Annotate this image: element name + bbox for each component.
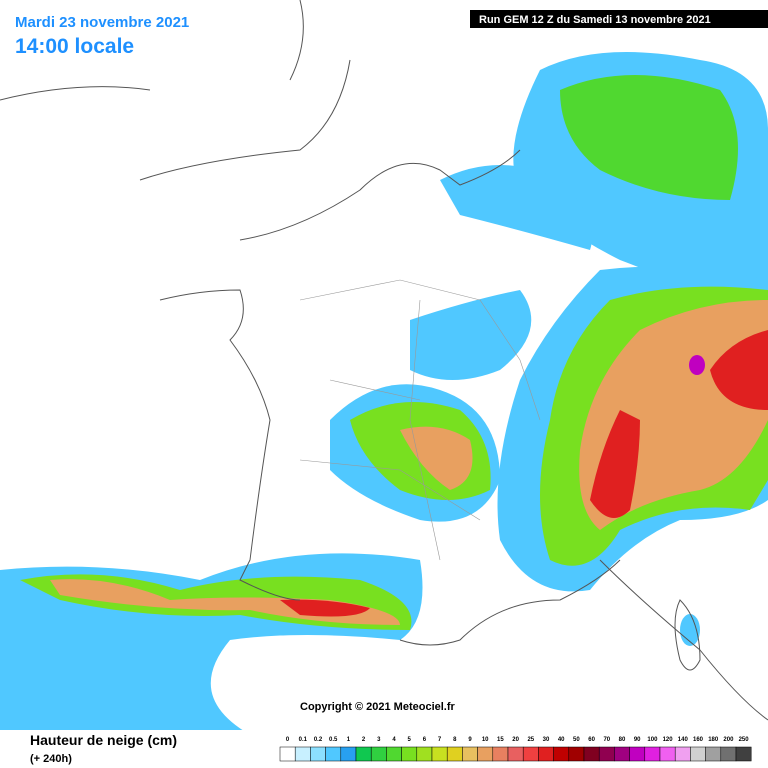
- legend-swatch: [386, 746, 402, 762]
- legend-label: 15: [497, 737, 504, 743]
- legend-label: 5: [408, 737, 412, 743]
- legend-label: 0.5: [329, 737, 338, 743]
- legend-label: 4: [392, 737, 396, 743]
- legend-subtitle: (+ 240h): [30, 753, 72, 765]
- legend-swatch: [446, 746, 463, 762]
- legend-swatch: [598, 746, 615, 762]
- legend-label: 140: [678, 737, 689, 743]
- legend-label: 7: [438, 737, 442, 743]
- legend-swatch: [644, 746, 661, 762]
- legend-swatch: [583, 746, 600, 762]
- legend-label: 70: [603, 737, 610, 743]
- legend-label: 0.2: [314, 737, 323, 743]
- forecast-time: 14:00 locale: [15, 35, 134, 58]
- legend-label: 200: [723, 737, 734, 743]
- snow-areas: [0, 52, 768, 740]
- legend-scale: 0 0.1 0.2 0.5 1 2 3 4 5 6 7 8 9 10 15 20 25 30 40 50 60 70 80 9…: [279, 737, 752, 762]
- legend-label: 120: [663, 737, 674, 743]
- legend-label: 60: [588, 737, 595, 743]
- legend-swatch: [416, 746, 433, 762]
- legend-swatch: [355, 746, 372, 762]
- legend-label: 10: [482, 737, 489, 743]
- legend-swatch: [279, 746, 296, 762]
- snow-area: [410, 290, 532, 380]
- snow-area: [560, 75, 738, 200]
- legend-swatch: [735, 746, 752, 762]
- legend-swatch: [477, 746, 494, 762]
- legend-label: 250: [739, 737, 750, 743]
- run-label: Run GEM 12 Z du Samedi 13 novembre 2021: [479, 14, 711, 26]
- legend-swatch: [568, 746, 585, 762]
- legend-label: 0: [286, 737, 290, 743]
- legend-label: 180: [708, 737, 719, 743]
- legend-swatch: [553, 746, 570, 762]
- snow-area: [710, 330, 768, 410]
- legend-swatch: [340, 746, 357, 762]
- legend-swatch: [431, 746, 448, 762]
- copyright: Copyright © 2021 Meteociel.fr: [300, 701, 456, 713]
- legend-label: 1: [347, 737, 351, 743]
- legend-label: 40: [558, 737, 565, 743]
- legend-swatch: [492, 746, 509, 762]
- legend-swatch: [310, 746, 326, 762]
- legend-swatch: [538, 746, 554, 762]
- legend-swatch: [705, 746, 722, 762]
- legend-swatch: [462, 746, 478, 762]
- legend-label: 6: [423, 737, 427, 743]
- legend-swatch: [370, 746, 387, 762]
- legend-swatch: [507, 746, 524, 762]
- legend-label: 2: [362, 737, 366, 743]
- legend-swatch: [401, 746, 418, 762]
- legend-swatch: [690, 746, 706, 762]
- legend-swatch: [629, 746, 646, 762]
- snow-area: [440, 165, 592, 250]
- forecast-date: Mardi 23 novembre 2021: [15, 14, 189, 31]
- legend-swatch: [294, 746, 311, 762]
- legend-swatch: [720, 746, 737, 762]
- legend-swatch: [674, 746, 691, 762]
- legend-swatch: [659, 746, 676, 762]
- legend-label: 9: [468, 737, 472, 743]
- legend-label: 3: [377, 737, 381, 743]
- legend-swatch: [522, 746, 539, 762]
- legend-title: Hauteur de neige (cm): [30, 732, 177, 748]
- snow-area: [590, 410, 640, 518]
- coastlines: [0, 0, 768, 721]
- snow-area: [280, 599, 370, 617]
- legend-label: 80: [619, 737, 626, 743]
- snow-area: [689, 355, 705, 375]
- run-box: [470, 10, 768, 28]
- legend-label: 0.1: [299, 737, 308, 743]
- legend-label: 90: [634, 737, 641, 743]
- snow-area: [400, 426, 473, 490]
- legend-label: 8: [453, 737, 457, 743]
- legend-label: 25: [527, 737, 534, 743]
- legend-swatch: [614, 746, 630, 762]
- legend-swatch: [325, 746, 342, 762]
- legend-label: 50: [573, 737, 580, 743]
- legend-label: 160: [693, 737, 704, 743]
- legend-label: 30: [543, 737, 550, 743]
- legend-label: 100: [647, 737, 658, 743]
- legend-label: 20: [512, 737, 519, 743]
